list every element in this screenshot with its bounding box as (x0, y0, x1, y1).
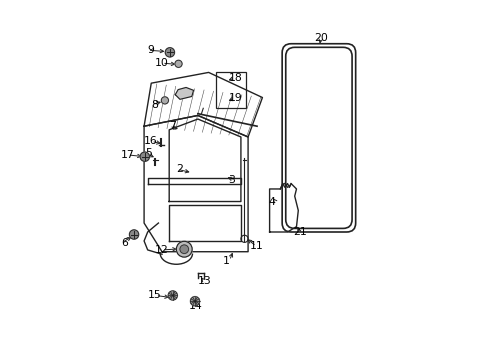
Text: 19: 19 (228, 93, 242, 103)
Text: 4: 4 (268, 197, 275, 207)
Text: 3: 3 (228, 175, 235, 185)
Circle shape (129, 230, 139, 239)
Circle shape (140, 152, 149, 161)
Text: 14: 14 (188, 301, 202, 311)
Text: 17: 17 (120, 150, 134, 160)
Text: 9: 9 (147, 45, 154, 55)
Text: 15: 15 (148, 291, 162, 301)
Text: 10: 10 (154, 58, 168, 68)
Text: 13: 13 (198, 276, 211, 286)
Circle shape (165, 48, 174, 57)
Circle shape (168, 291, 177, 300)
Text: 18: 18 (228, 73, 242, 83)
Text: 1: 1 (223, 256, 229, 266)
Text: 6: 6 (121, 238, 128, 248)
Text: 8: 8 (151, 100, 158, 110)
Circle shape (175, 60, 182, 67)
Circle shape (180, 245, 188, 253)
Circle shape (161, 97, 168, 104)
Text: 11: 11 (249, 241, 263, 251)
Bar (215, 72, 246, 108)
Circle shape (176, 241, 192, 257)
Text: 16: 16 (143, 136, 158, 146)
Text: 12: 12 (154, 245, 168, 255)
Text: 5: 5 (145, 148, 152, 158)
Circle shape (190, 297, 199, 306)
Text: 2: 2 (176, 164, 183, 174)
Text: 20: 20 (314, 33, 327, 43)
Text: 7: 7 (168, 121, 175, 131)
Polygon shape (175, 87, 193, 99)
Text: 21: 21 (292, 227, 306, 237)
